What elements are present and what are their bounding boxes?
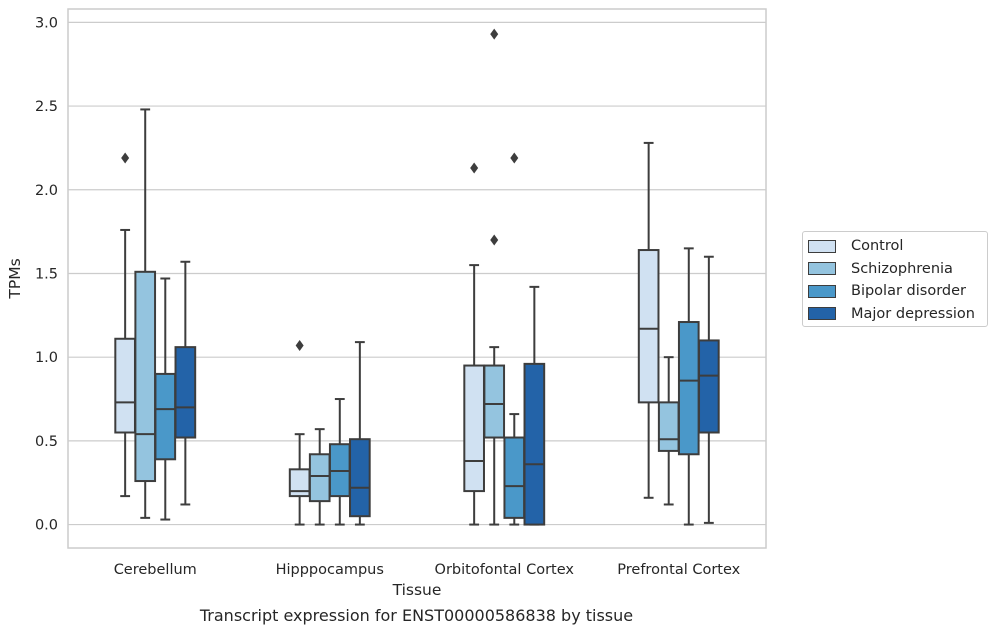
y-tick-label: 3.0 <box>35 15 58 31</box>
box-schizophrenia <box>134 270 157 483</box>
box-schizophrenia <box>483 364 506 439</box>
legend-label: Bipolar disorder <box>851 283 966 300</box>
box-schizophrenia <box>308 453 331 503</box>
box-major-depression <box>349 438 371 518</box>
outlier-marker <box>121 152 130 164</box>
y-tick-label: 0.5 <box>35 434 58 450</box>
plot-frame <box>67 8 767 549</box>
box-major-depression <box>523 362 546 526</box>
legend-item-schizophrenia: Schizophrenia <box>808 258 987 281</box>
outlier-marker <box>470 162 479 174</box>
box-schizophrenia <box>657 401 680 452</box>
y-tick-label: 2.0 <box>35 183 58 199</box>
y-tick-label: 1.0 <box>35 350 58 366</box>
outlier-marker <box>510 152 519 164</box>
box-control <box>463 364 485 493</box>
x-tick-label: Hipppocampus <box>276 562 384 578</box>
legend-item-bipolar-disorder: Bipolar disorder <box>808 280 987 303</box>
y-tick-label: 1.5 <box>35 266 58 282</box>
x-axis-label: Tissue <box>392 581 442 599</box>
x-tick-label: Orbitofontal Cortex <box>435 562 575 578</box>
box-control <box>288 468 311 498</box>
chart-caption: Transcript expression for ENST0000058683… <box>199 606 634 625</box>
box-bipolar-disorder <box>677 321 700 456</box>
box-control <box>637 249 660 404</box>
legend-item-control: Control <box>808 235 987 258</box>
box-major-depression <box>698 339 720 434</box>
y-tick-label: 0.0 <box>35 518 58 534</box>
y-tick-label: 2.5 <box>35 99 58 115</box>
legend: Control Schizophrenia Bipolar disorder M… <box>802 231 988 327</box>
box-bipolar-disorder <box>503 436 526 519</box>
outlier-marker <box>490 234 499 246</box>
legend-item-major-depression: Major depression <box>808 303 987 326</box>
x-tick-label: Prefrontal Cortex <box>617 562 740 578</box>
legend-label: Major depression <box>851 305 975 322</box>
x-tick-label: Cerebellum <box>114 562 197 578</box>
legend-swatch-bipolar-disorder <box>808 284 836 298</box>
outlier-marker <box>490 28 499 40</box>
legend-label: Schizophrenia <box>851 260 953 277</box>
legend-label: Control <box>851 238 904 255</box>
legend-swatch-control <box>808 239 836 253</box>
box-major-depression <box>174 346 197 439</box>
box-bipolar-disorder <box>154 372 177 461</box>
legend-swatch-major-depression <box>808 307 836 321</box>
outlier-marker <box>295 339 304 351</box>
y-axis-label: TPMs <box>6 258 24 299</box>
box-control <box>114 337 136 434</box>
legend-swatch-schizophrenia <box>808 262 836 276</box>
